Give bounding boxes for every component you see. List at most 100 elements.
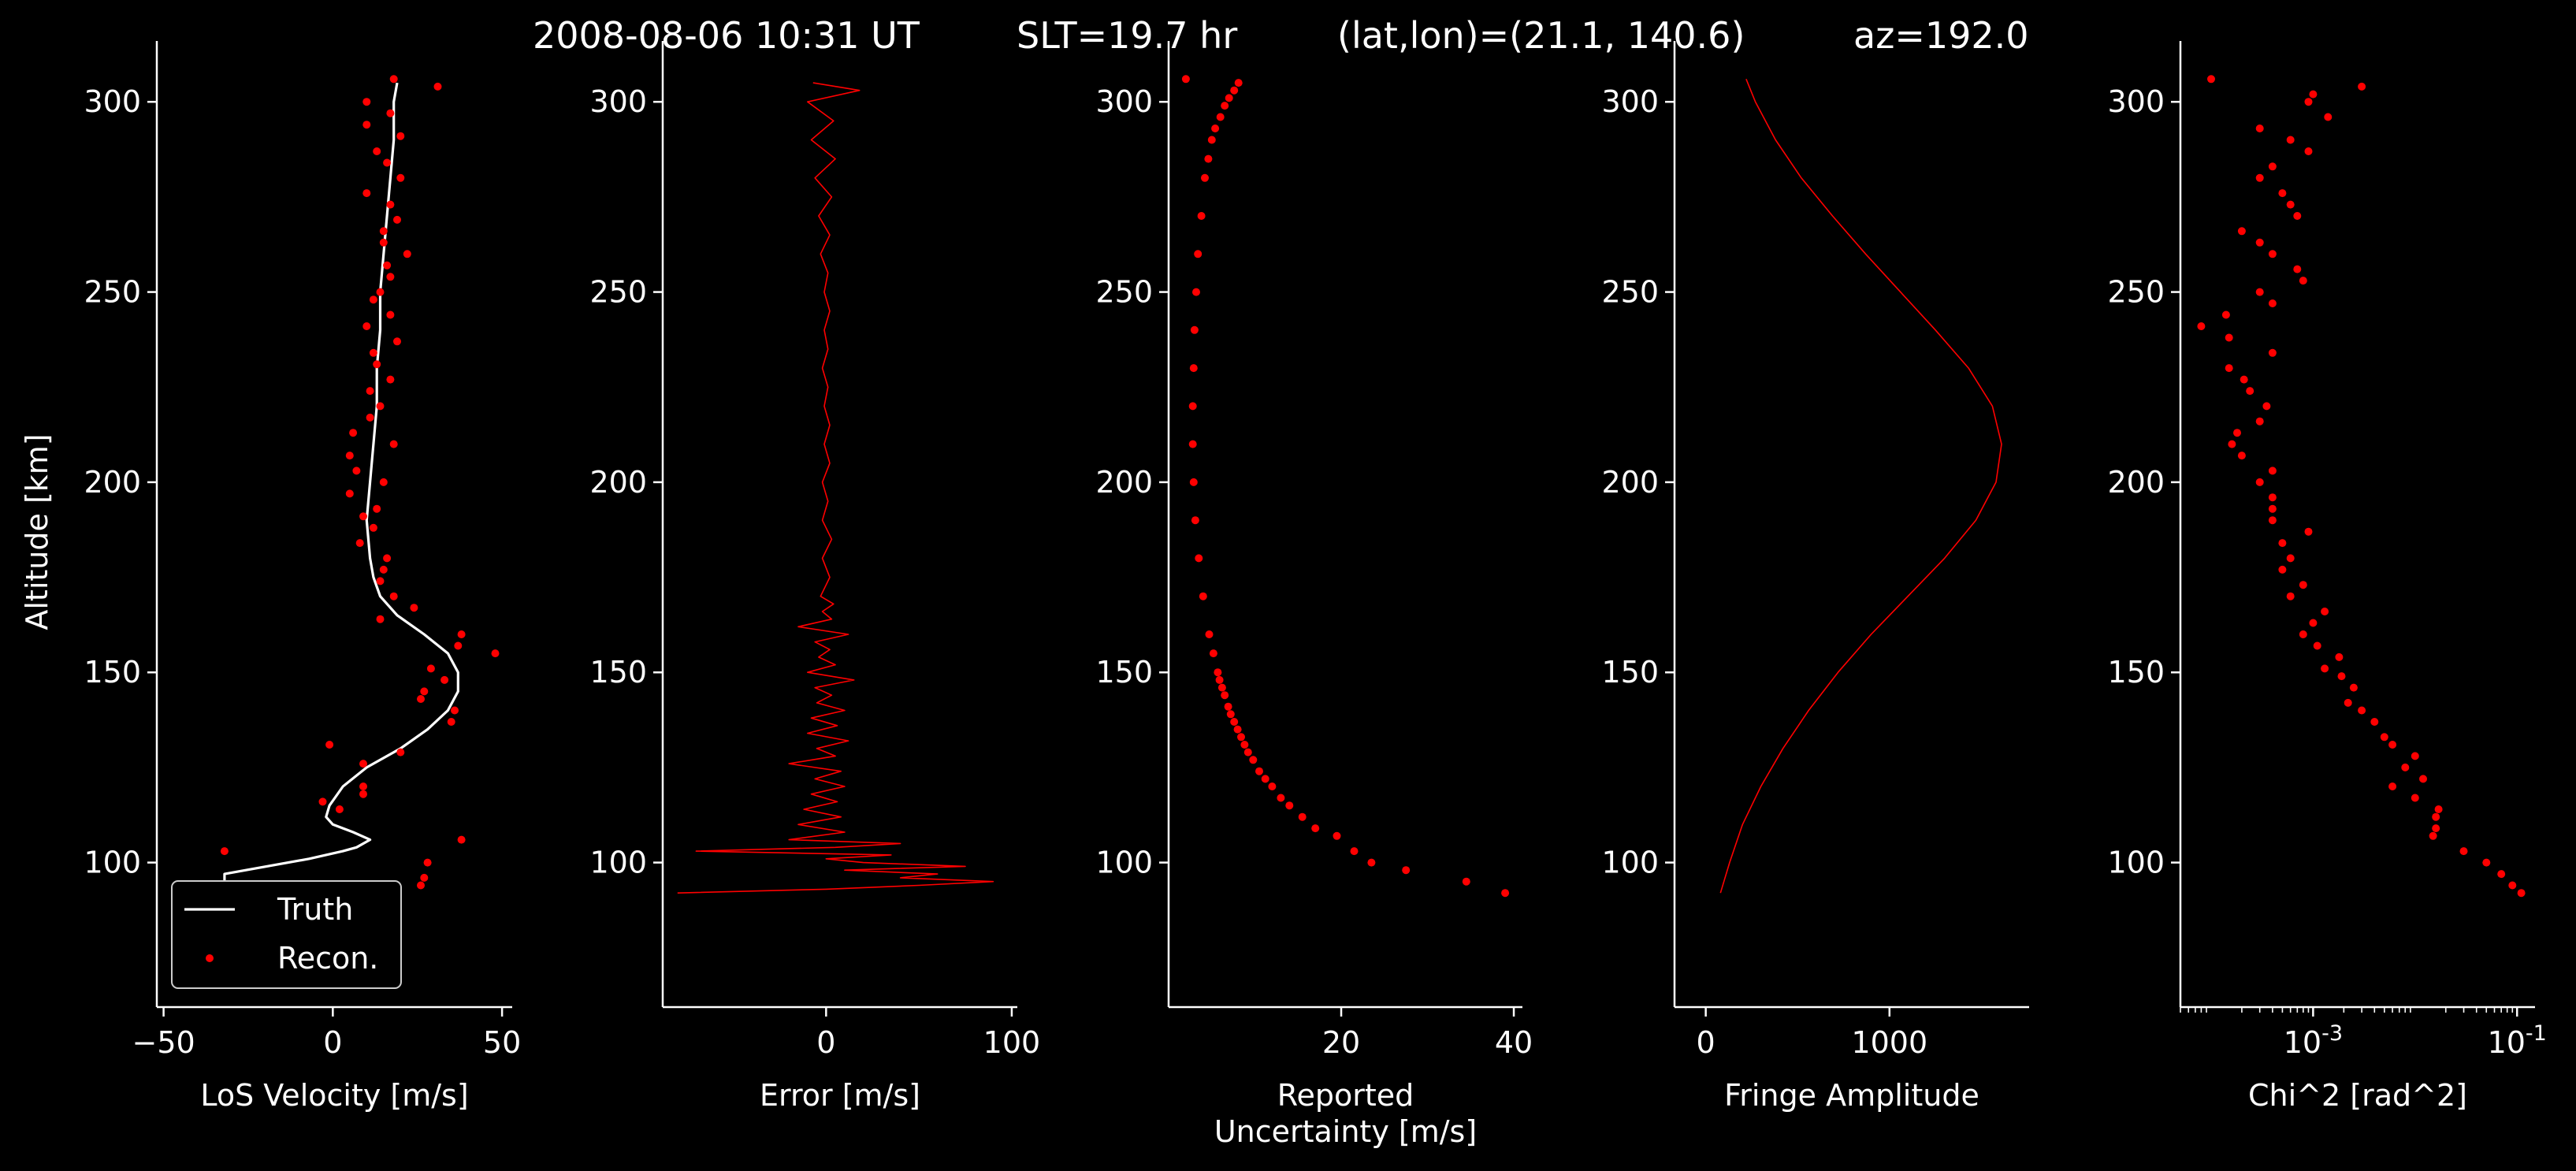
x-axis-label-line: Fringe Amplitude — [1724, 1078, 1979, 1113]
data-point — [447, 718, 455, 726]
x-axis-label: LoS Velocity [m/s] — [200, 1078, 468, 1113]
data-point — [2335, 652, 2344, 661]
data-point — [376, 615, 385, 623]
x-tick-label: −50 — [132, 1025, 195, 1060]
data-point — [396, 748, 405, 757]
x-tick-label: 20 — [1322, 1025, 1360, 1060]
data-point — [1214, 668, 1222, 677]
data-point — [396, 173, 405, 182]
y-tick-label: 300 — [84, 84, 141, 119]
data-point — [2358, 706, 2366, 715]
data-point — [366, 413, 374, 422]
title-slt: SLT=19.7 hr — [1017, 14, 1238, 57]
data-point — [2299, 581, 2307, 589]
data-point — [1188, 440, 1197, 448]
data-point — [2268, 250, 2277, 258]
data-point — [1209, 649, 1217, 658]
data-point — [1207, 136, 1216, 144]
y-tick-label: 250 — [84, 275, 141, 310]
data-point — [2268, 467, 2277, 475]
data-point — [2255, 478, 2264, 486]
data-point — [373, 147, 381, 155]
data-point — [1402, 866, 1411, 875]
data-point — [417, 881, 425, 890]
x-axis-label: Error [m/s] — [760, 1078, 920, 1113]
data-point — [2268, 348, 2277, 357]
data-point — [1191, 516, 1199, 525]
subplot-5: 100 150 200 250 300 10-3 10-1 Chi^2 [rad^2] — [2107, 41, 2547, 1113]
data-point — [1224, 702, 1232, 711]
data-point — [1501, 889, 1510, 898]
data-point — [2321, 608, 2329, 615]
data-point — [2299, 277, 2307, 285]
data-point — [369, 523, 377, 532]
legend-frame — [171, 880, 402, 989]
data-point — [362, 98, 371, 106]
data-point — [369, 296, 377, 304]
data-point — [2358, 82, 2366, 91]
x-tick-label: 50 — [483, 1025, 521, 1060]
data-point — [2286, 592, 2295, 600]
title-latlon: (lat,lon)=(21.1, 140.6) — [1337, 14, 1745, 57]
data-point — [1189, 478, 1198, 486]
data-point — [1199, 592, 1207, 600]
y-tick-label: 100 — [2107, 846, 2165, 880]
legend: Truth Recon. — [171, 880, 402, 989]
data-point — [383, 261, 392, 270]
x-tick-exponent: -1 — [2526, 1021, 2547, 1046]
data-point — [1225, 94, 1233, 102]
data-point — [1311, 824, 1320, 833]
data-point — [426, 664, 435, 673]
data-point — [2370, 718, 2379, 726]
data-point — [2508, 881, 2517, 890]
data-point — [2304, 147, 2313, 155]
data-point — [376, 402, 385, 411]
data-point — [1204, 154, 1213, 163]
data-point — [2411, 752, 2419, 760]
data-point — [2380, 733, 2388, 742]
x-axis-label: Fringe Amplitude — [1724, 1078, 1979, 1113]
data-point — [2388, 741, 2397, 749]
x-tick-exponent: -3 — [2321, 1021, 2343, 1046]
data-point — [386, 200, 395, 209]
data-point — [2497, 870, 2506, 879]
data-point — [2255, 288, 2264, 296]
title-az: az=192.0 — [1853, 14, 2029, 57]
data-point — [1249, 756, 1258, 764]
data-point — [355, 539, 364, 548]
data-point — [1217, 683, 1226, 692]
y-tick-label: 150 — [84, 655, 141, 690]
data-point — [2255, 417, 2264, 426]
data-point — [1255, 767, 1263, 775]
data-point — [2268, 493, 2277, 502]
data-point — [325, 741, 334, 749]
figure-title: 2008-08-06 10:31 UT SLT=19.7 hr (lat,lon… — [0, 14, 2576, 61]
y-tick-label: 100 — [589, 846, 647, 880]
data-point — [2482, 858, 2491, 867]
x-axis-label: Reported Uncertainty [m/s] — [1214, 1078, 1477, 1149]
data-point — [1333, 831, 1341, 840]
x-tick-label: 10-3 — [2284, 1021, 2343, 1060]
data-point — [2286, 200, 2295, 209]
data-point — [376, 577, 385, 586]
data-point — [386, 273, 395, 281]
data-point — [2313, 641, 2321, 650]
data-point — [2268, 504, 2277, 513]
data-point — [2337, 672, 2346, 681]
data-point — [2246, 387, 2254, 396]
data-point — [440, 675, 449, 684]
data-point — [433, 82, 442, 91]
series-line — [223, 82, 459, 894]
legend-recon-swatch — [206, 954, 214, 962]
legend-truth-label: Truth — [277, 892, 353, 927]
data-point — [1215, 675, 1224, 684]
data-point — [2432, 824, 2440, 833]
x-tick-label: 10-1 — [2488, 1021, 2547, 1060]
x-tick-label: 0 — [1697, 1025, 1715, 1060]
data-point — [369, 348, 377, 357]
data-point — [2225, 364, 2233, 373]
x-axis-label-line: Reported — [1277, 1078, 1414, 1113]
data-point — [457, 835, 466, 844]
data-point — [1189, 364, 1198, 373]
series-line — [1719, 78, 2002, 894]
